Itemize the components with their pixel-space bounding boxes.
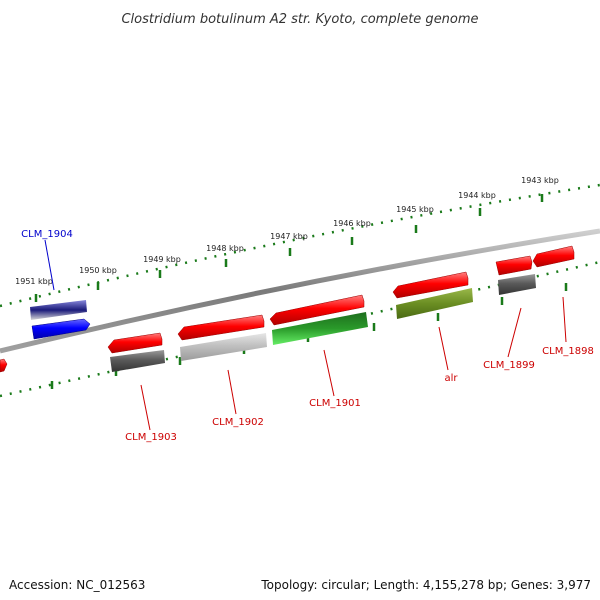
gene-label-clm-1898[interactable]: CLM_1898 bbox=[542, 346, 594, 357]
gene-arrow-alr[interactable] bbox=[392, 271, 469, 299]
forward-gene-arrows bbox=[0, 245, 575, 373]
scale-label: 1948 kbp bbox=[206, 244, 244, 253]
track-bar-dark-gray bbox=[498, 274, 536, 295]
track-bar-light-gray bbox=[180, 333, 267, 361]
gene-arrow-clm-1901[interactable] bbox=[269, 294, 365, 326]
scale-label: 1949 kbp bbox=[143, 255, 181, 264]
accession-text: Accession: NC_012563 bbox=[9, 578, 146, 592]
gene-label-clm-1903[interactable]: CLM_1903 bbox=[125, 432, 177, 443]
scale-label: 1946 kbp bbox=[333, 219, 371, 228]
scale-label: 1947 kbp bbox=[270, 232, 308, 241]
scale-label: 1945 kbp bbox=[396, 205, 434, 214]
gene-label-clm-1904[interactable]: CLM_1904 bbox=[21, 229, 73, 240]
genome-backbone bbox=[0, 228, 600, 354]
map-title: Clostridium botulinum A2 str. Kyoto, com… bbox=[121, 12, 478, 27]
genome-summary-text: Topology: circular; Length: 4,155,278 bp… bbox=[261, 578, 591, 592]
track-bar-dark-gray bbox=[110, 350, 165, 372]
outer-major-ticks bbox=[34, 194, 544, 302]
gene-arrow-edge-left bbox=[0, 358, 8, 373]
gene-arrow-clm-1903[interactable] bbox=[107, 332, 163, 354]
gene-arrow-clm-1904[interactable] bbox=[31, 318, 91, 340]
track-bar-olive bbox=[396, 288, 473, 319]
secondary-tracks bbox=[30, 274, 536, 372]
gene-label-clm-1901[interactable]: CLM_1901 bbox=[309, 398, 361, 409]
gene-label-alr[interactable]: alr bbox=[444, 373, 458, 384]
scale-label: 1944 kbp bbox=[458, 191, 496, 200]
gene-arrow-clm-1899[interactable] bbox=[495, 255, 533, 276]
scale-label: 1950 kbp bbox=[79, 266, 117, 275]
gene-arrow-clm-1898[interactable] bbox=[532, 245, 575, 268]
track-bar-green bbox=[272, 312, 368, 345]
label-leaders bbox=[44, 239, 567, 431]
gene-label-clm-1902[interactable]: CLM_1902 bbox=[212, 417, 264, 428]
gene-arrow-clm-1902[interactable] bbox=[177, 314, 265, 341]
scale-label: 1943 kbp bbox=[521, 176, 559, 185]
gene-label-clm-1899[interactable]: CLM_1899 bbox=[483, 360, 535, 371]
scale-label: 1951 kbp bbox=[15, 277, 53, 286]
track-bar-navy bbox=[30, 300, 87, 320]
